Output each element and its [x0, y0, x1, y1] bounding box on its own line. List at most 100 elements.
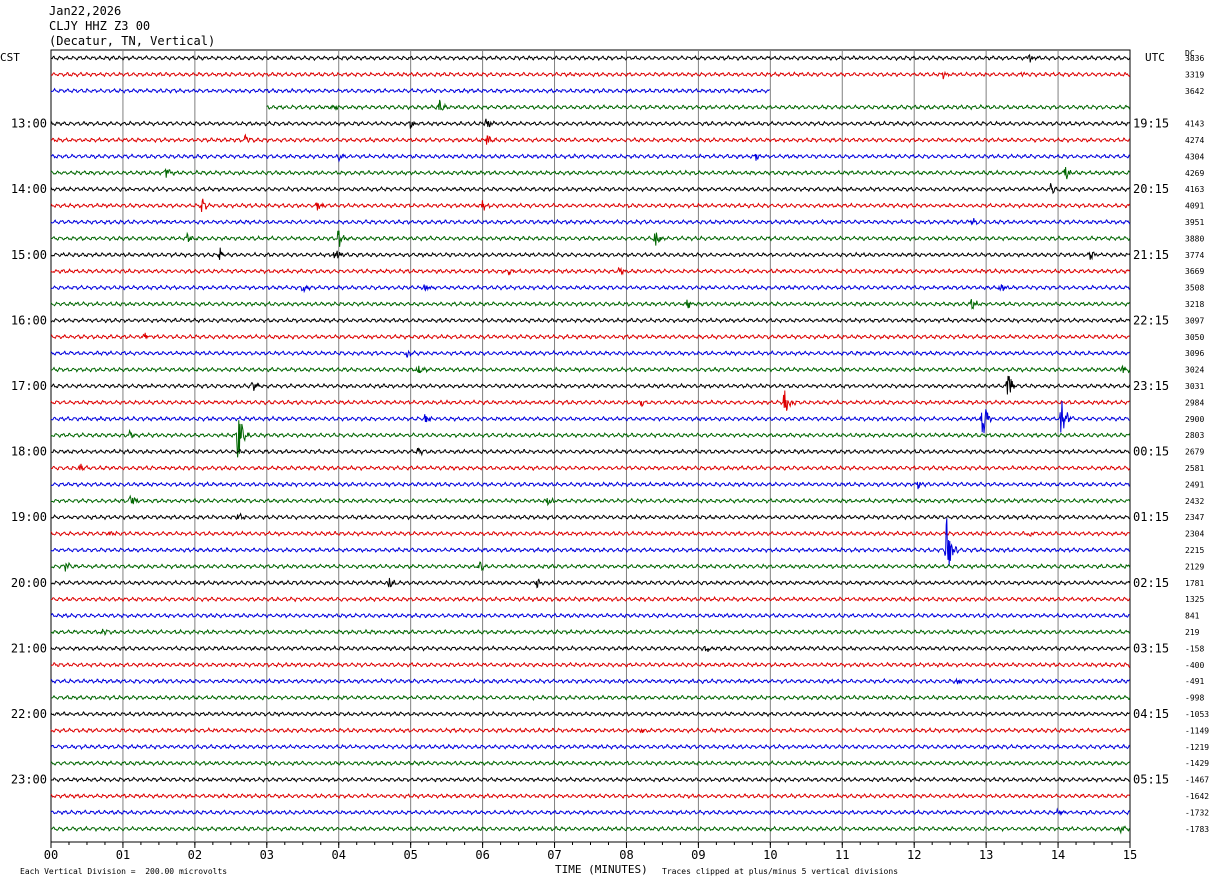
dc-offset-label: -998 [1185, 694, 1204, 703]
dc-offset-label: 4091 [1185, 202, 1204, 211]
dc-offset-label: 2347 [1185, 513, 1204, 522]
x-tick-label: 13 [979, 848, 993, 862]
dc-offset-label: 3951 [1185, 218, 1204, 227]
dc-offset-label: 3880 [1185, 234, 1204, 243]
dc-offset-label: 3050 [1185, 333, 1204, 342]
seismic-trace [50, 364, 1131, 374]
seismic-trace [50, 743, 1131, 751]
seismic-trace [50, 494, 1131, 507]
dc-offset-label: 3642 [1185, 87, 1204, 96]
dc-offset-label: -1467 [1185, 776, 1209, 785]
seismic-trace [50, 166, 1131, 180]
seismic-trace [50, 375, 1131, 395]
dc-label: DC [1185, 49, 1195, 58]
dc-offset-label: 4269 [1185, 169, 1204, 178]
dc-offset-label: 1325 [1185, 595, 1204, 604]
dc-offset-label: 2581 [1185, 464, 1204, 473]
x-tick-label: 02 [188, 848, 202, 862]
x-tick-label: 03 [260, 848, 274, 862]
seismic-trace [50, 628, 1131, 637]
seismic-trace [50, 807, 1131, 816]
dc-offset-label: 2491 [1185, 480, 1204, 489]
seismic-trace [51, 595, 1131, 603]
seismic-trace [50, 759, 1131, 767]
right-hour-label: 00:15 [1133, 445, 1169, 459]
x-tick-label: 07 [547, 848, 561, 862]
left-hour-label: 18:00 [11, 445, 47, 459]
seismic-trace [50, 298, 1131, 310]
seismic-trace [50, 727, 1131, 734]
seismic-trace [50, 284, 1130, 294]
x-tick-label: 11 [835, 848, 849, 862]
dc-offset-label: -1053 [1185, 710, 1209, 719]
left-hour-label: 20:00 [11, 576, 47, 590]
dc-offset-label: 2803 [1185, 431, 1204, 440]
seismic-trace [50, 118, 1131, 129]
plot-frame [50, 49, 1131, 843]
dc-offset-label: 4274 [1185, 136, 1204, 145]
left-hour-label: 13:00 [11, 117, 47, 131]
seismic-trace [50, 645, 1130, 653]
x-tick-label: 00 [44, 848, 58, 862]
seismic-trace [50, 530, 1131, 537]
dc-offset-label: 1781 [1185, 579, 1204, 588]
seismic-trace [50, 792, 1131, 800]
right-hour-label: 04:15 [1133, 707, 1169, 721]
dc-offset-label: 3218 [1185, 300, 1204, 309]
right-hour-label: 03:15 [1133, 641, 1169, 655]
seismic-trace [50, 710, 1130, 718]
dc-offset-label: 2215 [1185, 546, 1204, 555]
left-hour-label: 16:00 [11, 313, 47, 327]
seismic-trace [50, 612, 1130, 619]
seismic-trace [50, 420, 1131, 458]
dc-offset-label: -400 [1185, 661, 1204, 670]
left-hour-label: 19:00 [11, 510, 47, 524]
x-tick-label: 04 [332, 848, 346, 862]
seismic-trace [51, 332, 1131, 341]
seismic-trace [266, 99, 1131, 111]
seismic-trace [50, 481, 1130, 490]
dc-offset-label: 3319 [1185, 70, 1204, 79]
seismic-trace [50, 401, 1130, 434]
right-hour-label: 02:15 [1133, 576, 1169, 590]
seismic-trace [50, 512, 1131, 521]
dc-offset-label: 841 [1185, 612, 1200, 621]
dc-offset-label: 4304 [1185, 152, 1204, 161]
dc-offset-label: -1219 [1185, 743, 1209, 752]
seismic-trace [50, 694, 1131, 701]
seismic-trace [50, 447, 1131, 457]
dc-offset-label: -1149 [1185, 726, 1209, 735]
left-timezone-label: CST [0, 51, 20, 64]
left-hour-label: 22:00 [11, 707, 47, 721]
x-tick-label: 10 [763, 848, 777, 862]
x-tick-label: 15 [1123, 848, 1137, 862]
seismic-trace [50, 153, 1130, 163]
seismic-trace [50, 266, 1131, 276]
right-hour-label: 20:15 [1133, 182, 1169, 196]
seismic-trace [50, 87, 770, 94]
x-tick-label: 01 [116, 848, 130, 862]
seismic-trace [50, 463, 1131, 472]
left-hour-label: 15:00 [11, 248, 47, 262]
right-hour-label: 05:15 [1133, 773, 1169, 787]
dc-offset-label: 3031 [1185, 382, 1204, 391]
dc-offset-label: 2432 [1185, 497, 1204, 506]
x-tick-label: 12 [907, 848, 921, 862]
seismic-trace [50, 317, 1131, 324]
seismic-trace [50, 230, 1131, 247]
seismic-trace [50, 70, 1131, 80]
right-hour-label: 22:15 [1133, 313, 1169, 327]
dc-offset-label: 2129 [1185, 562, 1204, 571]
seismic-trace [50, 198, 1131, 213]
dc-offset-label: 3669 [1185, 267, 1204, 276]
right-hour-label: 01:15 [1133, 510, 1169, 524]
dc-offset-label: 3508 [1185, 284, 1204, 293]
chart-date: Jan22,2026 [49, 4, 122, 18]
x-tick-label: 14 [1051, 848, 1065, 862]
seismic-trace [50, 577, 1131, 589]
left-hour-label: 14:00 [11, 182, 47, 196]
seismic-trace [50, 349, 1131, 358]
dc-offset-label: 4143 [1185, 120, 1204, 129]
dc-offset-label: 3774 [1185, 251, 1204, 260]
